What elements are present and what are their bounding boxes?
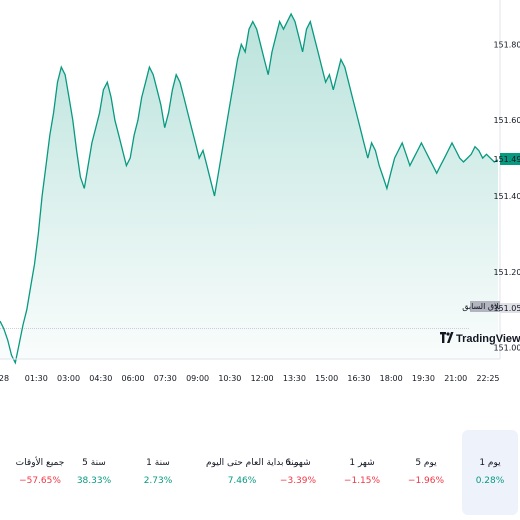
prev-close-price-badge: [500, 303, 520, 313]
prev-close-caption: الإغلاق السابق: [462, 302, 510, 312]
period-change-value: 0.28%: [475, 476, 505, 486]
x-tick-label: 19:30: [412, 374, 435, 383]
x-tick-label: 22:25: [476, 374, 499, 383]
x-tick-label: 18:00: [380, 374, 403, 383]
period-change-value: 7.46%: [227, 476, 257, 486]
x-tick-label: 04:30: [89, 374, 112, 383]
price-series-line: [0, 12, 499, 365]
x-tick-label: 09:00: [186, 374, 209, 383]
period-label: 1 شهر: [349, 458, 375, 468]
period-button[interactable]: 1 يوم 0.28%: [462, 430, 518, 515]
period-change-value: −3.39%: [279, 476, 317, 486]
x-tick-label: 10:30: [218, 374, 241, 383]
x-tick-label: 16:30: [347, 374, 370, 383]
y-tick-label: 151.800: [493, 40, 520, 49]
period-change-value: −1.96%: [407, 476, 445, 486]
period-change-value: −57.65%: [19, 476, 61, 486]
tradingview-watermark: TradingView: [440, 332, 520, 345]
prev-close-badge: [470, 301, 500, 312]
price-line: [0, 12, 499, 365]
period-label: 5 سنة: [82, 458, 106, 468]
y-tick-label: 151.400: [493, 192, 520, 201]
price-chart[interactable]: 28 01:30 03:00 04:30 06:00 07:30 09:00 10:30 12:…: [0, 0, 520, 390]
price-area: [0, 14, 498, 363]
x-axis-ticks: 28 01:30 03:00 04:30 06:00 07:30 09:00 10:30 12:…: [0, 374, 500, 383]
y-axis-ticks: 151.800 151.600 151.400 151.200 151.000: [493, 40, 520, 352]
period-label: منذ بداية العام حتى اليوم: [206, 458, 299, 468]
x-tick-label: 06:00: [122, 374, 145, 383]
period-label: جميع الأوقات: [15, 458, 65, 468]
x-tick-label: 01:30: [25, 374, 48, 383]
prev-close-price: 151.050: [493, 304, 520, 313]
tradingview-logo-icon: [440, 332, 454, 343]
period-change-value: 2.73%: [143, 476, 173, 486]
period-change-value: −1.15%: [343, 476, 381, 486]
x-tick-label: 28: [0, 374, 9, 383]
period-button[interactable]: جميع الأوقات −57.65%: [8, 430, 72, 515]
period-button[interactable]: 6 شهر −3.39%: [270, 430, 326, 515]
period-label: 6 شهر: [285, 458, 311, 468]
x-tick-label: 21:00: [444, 374, 467, 383]
x-tick-label: 15:00: [315, 374, 338, 383]
last-price: 151.495: [493, 155, 520, 164]
y-tick-label: 151.600: [493, 116, 520, 125]
x-tick-label: 03:00: [57, 374, 80, 383]
period-label: 5 يوم: [415, 458, 437, 468]
period-button[interactable]: منذ بداية العام حتى اليوم 7.46%: [206, 430, 299, 515]
period-button[interactable]: 5 يوم −1.96%: [398, 430, 454, 515]
x-tick-label: 13:30: [283, 374, 306, 383]
y-tick-label: 151.000: [493, 344, 520, 353]
period-button[interactable]: 5 سنة 38.33%: [66, 430, 122, 515]
period-button[interactable]: 1 شهر −1.15%: [334, 430, 390, 515]
x-tick-label: 07:30: [154, 374, 177, 383]
performance-periods: 1 يوم 0.28% 5 يوم −1.96% 1 شهر −1.15% 6 شهر −3.…: [0, 430, 520, 520]
period-change-value: 38.33%: [76, 476, 112, 486]
period-label: 1 يوم: [479, 458, 501, 468]
period-label: 1 سنة: [146, 458, 170, 468]
y-tick-label: 151.200: [493, 268, 520, 277]
watermark-text: TradingView: [456, 333, 520, 345]
x-tick-label: 12:00: [251, 374, 274, 383]
price-area-fill: [0, 14, 498, 363]
period-button[interactable]: 1 سنة 2.73%: [130, 430, 186, 515]
last-price-badge: [500, 153, 520, 165]
